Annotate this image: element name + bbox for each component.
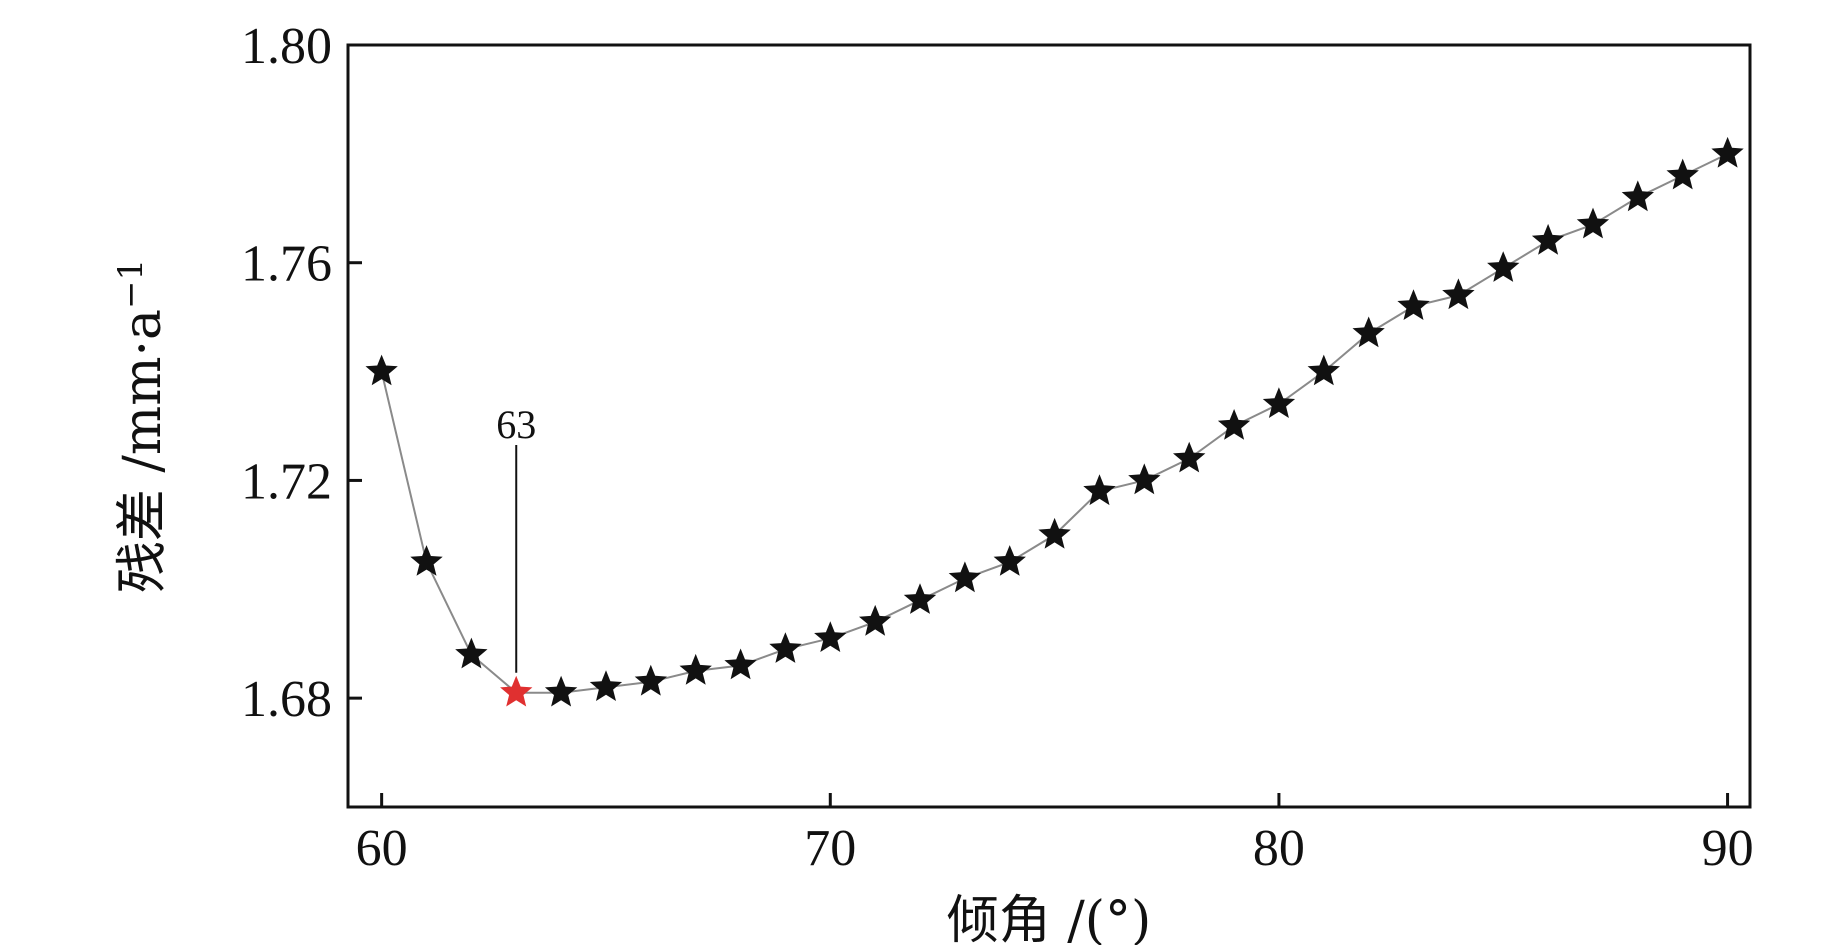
data-marker xyxy=(814,621,847,652)
x-tick-label: 80 xyxy=(1253,820,1305,877)
y-tick-label: 1.72 xyxy=(241,453,332,510)
data-marker xyxy=(1083,474,1116,506)
highlight-label: 63 xyxy=(496,402,536,447)
data-marker xyxy=(1262,387,1296,418)
y-axis-title-superscript: −1 xyxy=(111,259,151,309)
data-marker xyxy=(410,545,443,576)
data-marker xyxy=(1711,136,1744,168)
data-marker xyxy=(769,632,802,663)
data-marker xyxy=(1442,278,1475,310)
data-markers xyxy=(365,136,1744,707)
data-marker xyxy=(1038,517,1071,549)
data-marker xyxy=(903,583,937,614)
data-marker xyxy=(1621,180,1654,212)
plot-frame xyxy=(346,43,1752,809)
data-marker xyxy=(859,604,892,636)
data-marker xyxy=(679,653,712,685)
data-marker xyxy=(634,664,667,696)
data-marker xyxy=(1128,463,1161,495)
x-tick-label: 90 xyxy=(1702,820,1754,877)
data-marker xyxy=(1352,316,1385,348)
data-marker xyxy=(1217,409,1251,440)
highlight-marker xyxy=(500,675,533,707)
tick-labels: 60 70 80 90 1.68 1.72 1.76 1.80 xyxy=(241,18,1754,877)
x-tick-label: 60 xyxy=(356,820,408,877)
data-marker xyxy=(455,637,488,669)
data-marker xyxy=(1531,223,1565,255)
y-tick-label: 1.68 xyxy=(241,671,332,728)
data-marker xyxy=(1173,441,1206,473)
data-marker xyxy=(948,561,981,593)
y-tick-label: 1.80 xyxy=(241,18,332,75)
data-marker xyxy=(993,545,1026,576)
tick-marks xyxy=(348,43,1730,807)
data-marker xyxy=(724,648,757,680)
series-line xyxy=(380,152,1729,694)
data-marker xyxy=(589,670,623,701)
y-axis-title-main: 残差 /mm·a xyxy=(113,309,173,593)
data-marker xyxy=(1576,207,1610,239)
data-marker xyxy=(544,675,578,707)
y-axis-title: 残差 /mm·a−1 xyxy=(111,259,173,593)
x-tick-label: 70 xyxy=(804,820,856,877)
x-axis-title: 倾角 /(°) xyxy=(947,891,1152,945)
data-marker xyxy=(1487,251,1520,282)
data-marker xyxy=(1666,158,1699,190)
y-tick-label: 1.76 xyxy=(241,236,332,293)
data-marker xyxy=(365,354,398,386)
data-marker xyxy=(1307,354,1340,386)
data-marker xyxy=(1397,289,1430,320)
